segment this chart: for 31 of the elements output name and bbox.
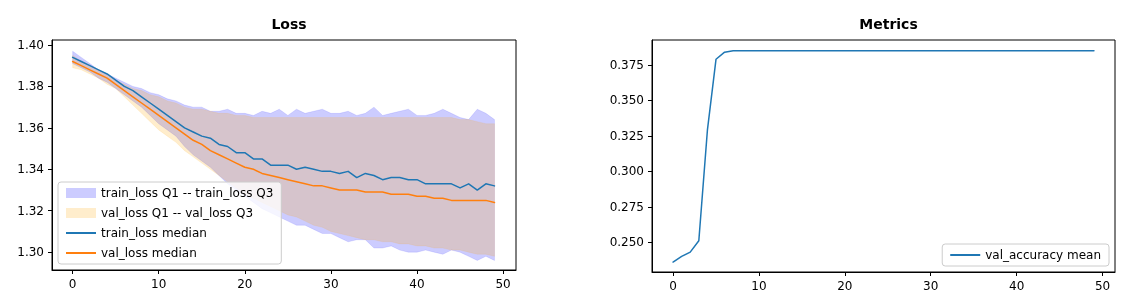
y-tick-label: 0.300	[609, 164, 644, 179]
x-tick-label: 10	[751, 279, 767, 293]
chart-title: Metrics	[859, 16, 918, 32]
x-tick-label: 40	[1009, 279, 1025, 293]
y-tick-label: 1.36	[17, 120, 44, 135]
x-tick-label: 0	[68, 277, 77, 291]
legend-label: val_accuracy mean	[985, 248, 1102, 262]
y-tick-label: 1.32	[17, 203, 44, 218]
y-tick-label: 1.34	[17, 162, 44, 177]
legend-label: val_loss Q1 -- val_loss Q3	[101, 206, 254, 220]
x-tick-label: 30	[923, 279, 939, 293]
y-tick-label: 0.275	[609, 199, 644, 214]
legend-label: val_loss median	[101, 246, 197, 260]
y-tick-label: 1.38	[17, 79, 44, 94]
legend-label: train_loss Q1 -- train_loss Q3	[101, 186, 274, 200]
y-tick-label: 0.250	[609, 235, 644, 250]
x-tick-label: 40	[409, 277, 425, 291]
y-tick-label: 0.350	[609, 93, 644, 108]
x-tick-label: 20	[237, 277, 253, 291]
x-tick-label: 30	[323, 277, 339, 291]
y-tick-label: 0.325	[609, 128, 644, 143]
x-tick-label: 0	[669, 279, 677, 293]
x-tick-label: 50	[495, 277, 511, 291]
y-tick-label: 0.375	[609, 57, 644, 72]
y-tick-label: 1.40	[17, 37, 44, 52]
legend-label: train_loss median	[101, 226, 207, 240]
x-tick-label: 50	[1094, 279, 1111, 293]
chart-title: Loss	[271, 16, 307, 32]
x-tick-label: 20	[837, 279, 853, 293]
x-tick-label: 10	[151, 277, 167, 291]
y-tick-label: 1.30	[17, 245, 44, 260]
